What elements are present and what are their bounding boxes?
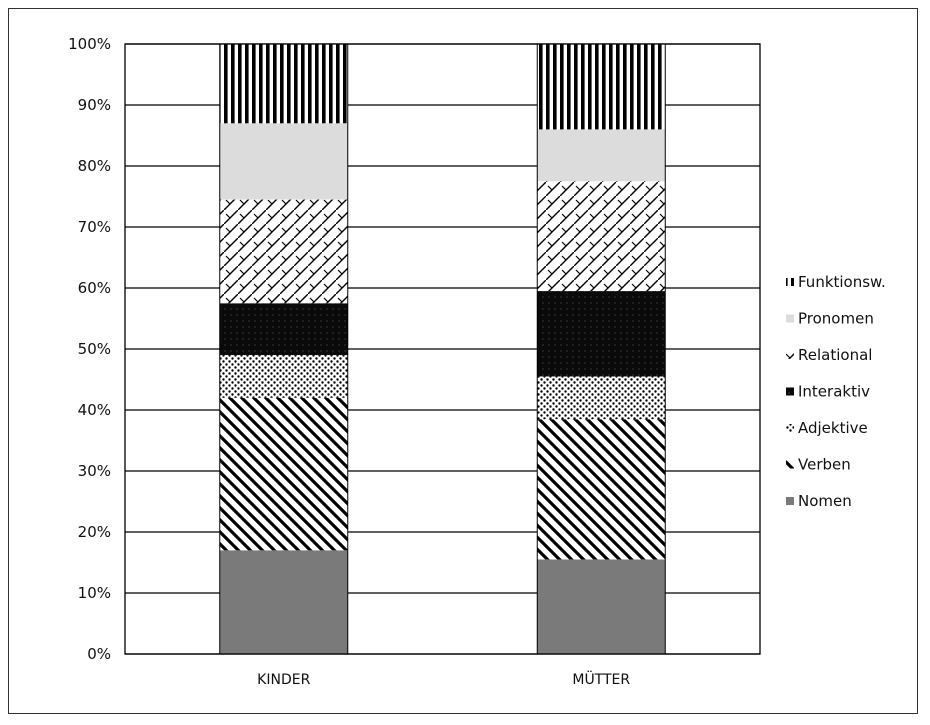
y-tick-label: 70% bbox=[78, 218, 111, 236]
bar-segment-verben-kinder bbox=[219, 397, 348, 551]
bar-segment-adjektive-mütter bbox=[537, 376, 666, 420]
legend-swatch bbox=[786, 497, 794, 505]
chart-frame bbox=[8, 8, 918, 714]
bar-segment-nomen-mütter bbox=[537, 559, 666, 654]
y-tick-label: 0% bbox=[87, 645, 111, 663]
bar-segment-funktionsw-kinder bbox=[219, 44, 348, 124]
bar-segment-verben-mütter bbox=[537, 419, 666, 560]
bars bbox=[219, 43, 666, 655]
bar-segment-pronomen-mütter bbox=[537, 129, 666, 182]
y-tick-label: 40% bbox=[78, 401, 111, 419]
legend-label: Verben bbox=[798, 456, 851, 474]
bar-segment-relational-mütter bbox=[537, 181, 666, 292]
legend-swatch bbox=[786, 387, 794, 396]
bar-segment-nomen-kinder bbox=[219, 550, 348, 654]
y-tick-label: 50% bbox=[78, 340, 111, 358]
bar-segment-adjektive-kinder bbox=[219, 355, 348, 398]
legend: Funktionsw. Pronomen Relational Interaktiv A… bbox=[786, 273, 886, 510]
bar-segment-funktionsw-mütter bbox=[537, 44, 666, 130]
bar-segment-relational-kinder bbox=[219, 199, 348, 304]
legend-label: Funktionsw. bbox=[798, 273, 886, 291]
bar-segment-interaktiv-kinder bbox=[219, 303, 348, 356]
plot-area bbox=[124, 43, 761, 655]
x-category-label: MÜTTER bbox=[572, 670, 630, 688]
x-category-label: KINDER bbox=[257, 672, 310, 688]
y-tick-label: 10% bbox=[78, 584, 111, 602]
legend-swatch bbox=[786, 424, 794, 432]
legend-label: Nomen bbox=[798, 492, 852, 510]
legend-swatch bbox=[786, 460, 794, 469]
y-tick-label: 20% bbox=[78, 523, 111, 541]
y-tick-label: 60% bbox=[78, 279, 111, 297]
legend-swatch bbox=[786, 351, 794, 359]
legend-label: Interaktiv bbox=[798, 383, 870, 401]
legend-swatch bbox=[786, 314, 794, 323]
y-tick-label: 100% bbox=[68, 35, 111, 53]
bar-segment-interaktiv-mütter bbox=[537, 291, 666, 377]
legend-swatch bbox=[786, 278, 794, 286]
y-tick-label: 90% bbox=[78, 96, 111, 114]
y-tick-label: 30% bbox=[78, 462, 111, 480]
legend-label: Pronomen bbox=[798, 310, 874, 328]
y-tick-label: 80% bbox=[78, 157, 111, 175]
axes: 0% 10% 20% 30% 40% 50% 60% 70% 80% 90% 100% KINDER M… bbox=[68, 35, 761, 688]
legend-label: Adjektive bbox=[798, 419, 868, 437]
legend-label: Relational bbox=[798, 346, 872, 364]
bar-segment-pronomen-kinder bbox=[219, 123, 348, 200]
